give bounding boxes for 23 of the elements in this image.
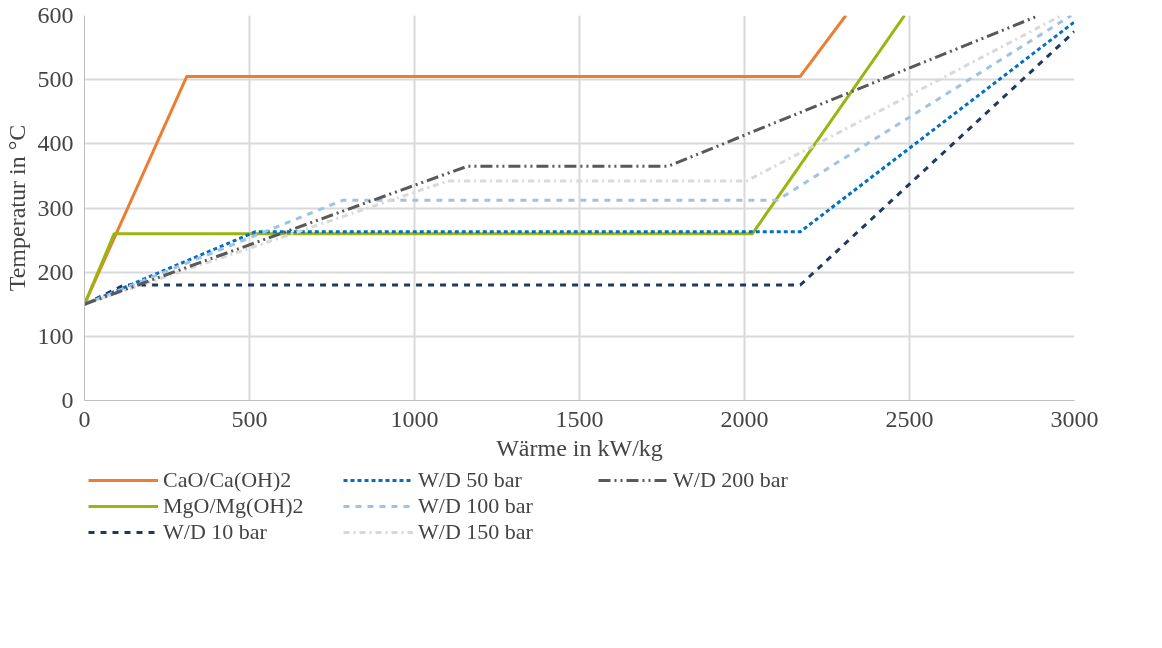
x-tick-label: 2000: [720, 405, 769, 432]
legend-label: CaO/Ca(OH)2: [163, 467, 293, 493]
x-tick-label: 2500: [885, 405, 934, 432]
x-tick-label: 3000: [1050, 405, 1099, 432]
y-tick-label: 400: [37, 130, 74, 157]
y-tick-label: 500: [37, 66, 74, 93]
y-tick-label: 200: [37, 258, 74, 285]
x-tick-label: 500: [231, 405, 268, 432]
legend-label: W/D 10 bar: [163, 519, 268, 545]
y-tick-label: 0: [61, 387, 74, 413]
x-tick-label: 0: [78, 405, 91, 432]
legend-label: W/D 150 bar: [418, 519, 534, 545]
y-axis-title: Temperatur in °C: [3, 124, 30, 292]
y-tick-label: 100: [37, 322, 74, 349]
legend-label: MgO/Mg(OH)2: [163, 493, 305, 519]
x-tick-label: 1000: [390, 405, 439, 432]
legend-label: W/D 100 bar: [418, 493, 534, 519]
legend-label: W/D 50 bar: [418, 467, 523, 493]
x-axis-title: Wärme in kW/kg: [496, 434, 663, 461]
legend-label: W/D 200 bar: [673, 467, 789, 493]
y-tick-label: 600: [37, 2, 74, 28]
y-tick-label: 300: [37, 194, 74, 221]
x-tick-label: 1500: [555, 405, 604, 432]
